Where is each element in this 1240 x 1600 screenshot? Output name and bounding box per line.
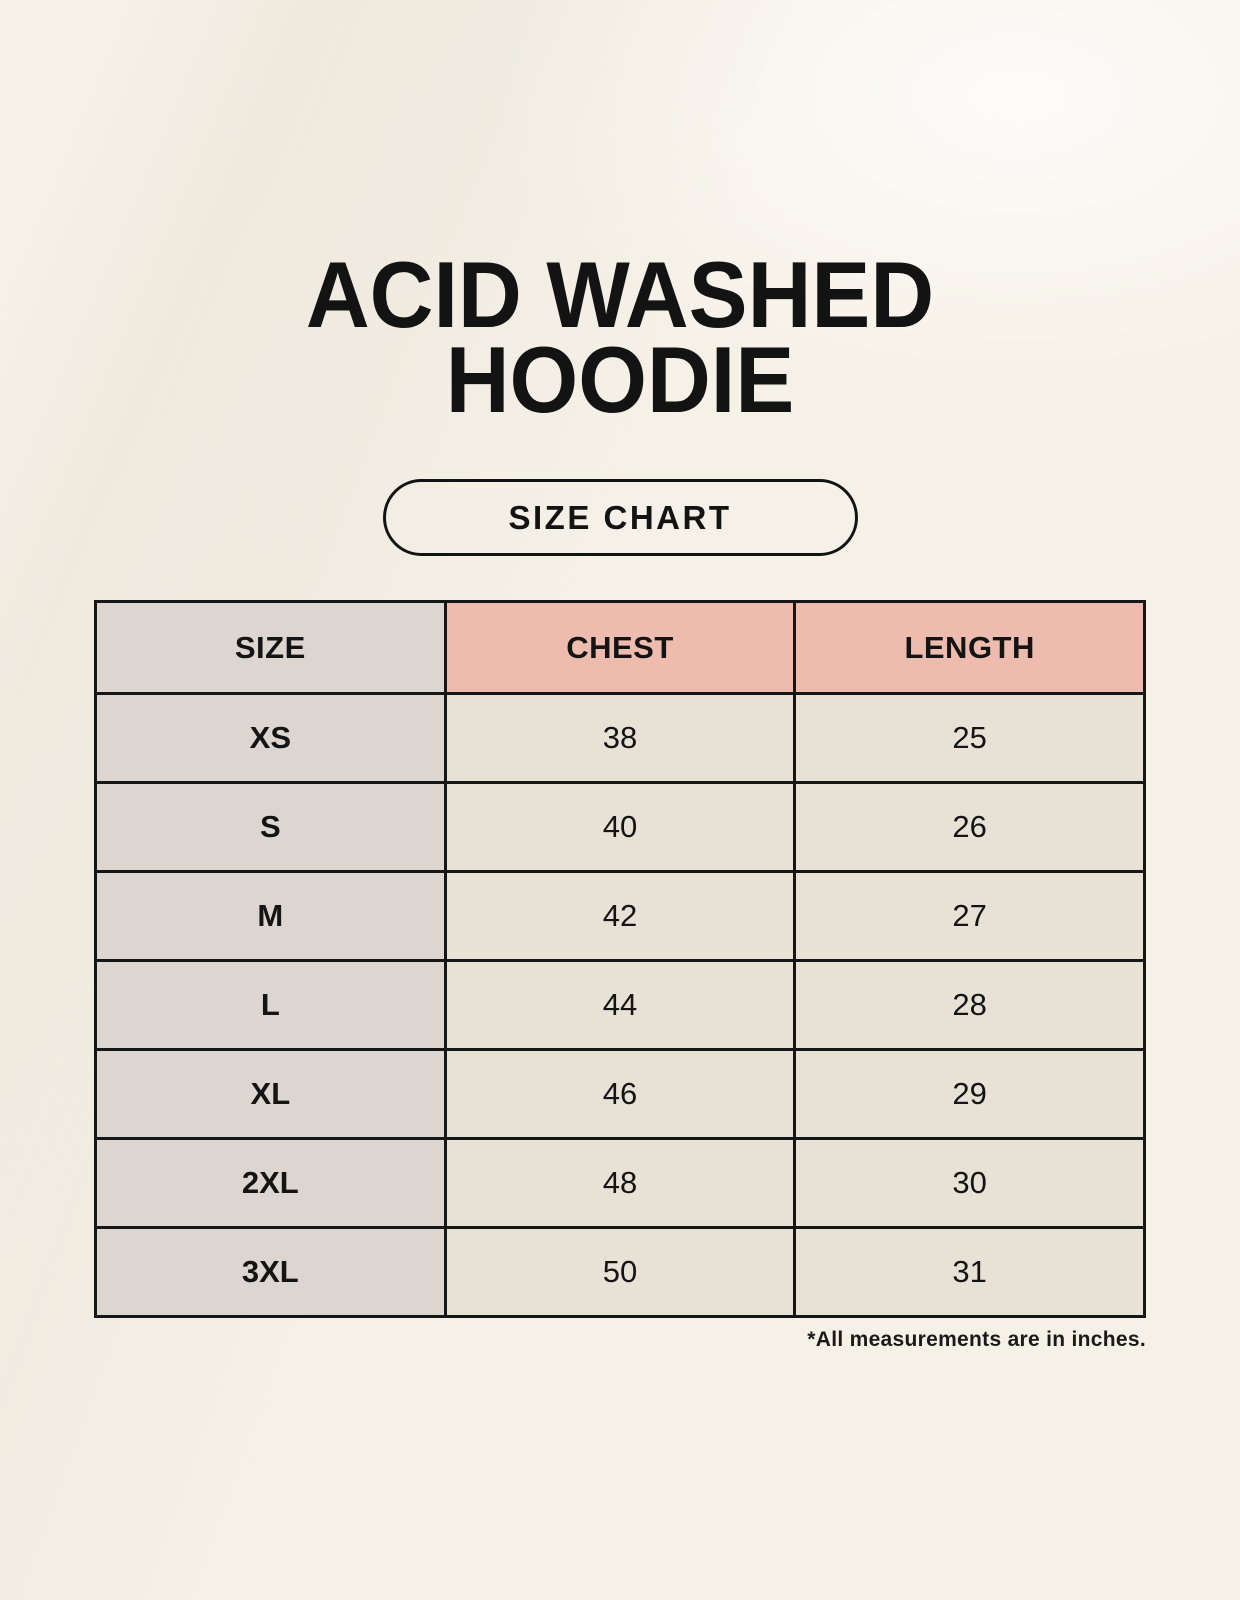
title-line-1: ACID WASHED — [305, 242, 935, 347]
length-cell: 27 — [793, 870, 1146, 963]
length-cell: 31 — [793, 1226, 1146, 1319]
page-title: ACID WASHED HOODIE — [37, 0, 1203, 433]
length-cell: 30 — [793, 1137, 1146, 1230]
chest-cell: 46 — [443, 1048, 797, 1141]
size-cell: 3XL — [94, 1226, 447, 1319]
table-row: XL 46 29 — [94, 1048, 1146, 1141]
chest-cell: 40 — [443, 781, 797, 874]
column-header-chest: CHEST — [443, 600, 797, 696]
length-cell: 28 — [793, 959, 1146, 1052]
size-cell: M — [94, 870, 447, 963]
length-cell: 29 — [793, 1048, 1146, 1141]
chest-cell: 50 — [443, 1226, 797, 1319]
table-row: 3XL 50 31 — [94, 1226, 1146, 1319]
size-cell: XS — [94, 692, 447, 785]
length-cell: 25 — [793, 692, 1146, 785]
title-line-2: HOODIE — [445, 327, 795, 433]
size-chart-button[interactable]: SIZE CHART — [382, 479, 858, 557]
size-chart-table: SIZE CHEST LENGTH XS 38 25 S 40 26 M 42 … — [94, 600, 1146, 1319]
table-row: M 42 27 — [94, 870, 1146, 963]
size-cell: 2XL — [94, 1137, 447, 1230]
table-header-row: SIZE CHEST LENGTH — [94, 600, 1146, 696]
chest-cell: 44 — [443, 959, 797, 1052]
measurements-footnote: *All measurements are in inches. — [807, 1328, 1146, 1352]
chest-cell: 38 — [443, 692, 797, 785]
chest-cell: 42 — [443, 870, 797, 963]
table-row: XS 38 25 — [94, 692, 1146, 785]
column-header-size: SIZE — [94, 600, 447, 696]
size-chart-button-label: SIZE CHART — [508, 498, 732, 536]
length-cell: 26 — [793, 781, 1146, 874]
size-cell: L — [94, 959, 447, 1052]
table-row: S 40 26 — [94, 781, 1146, 874]
size-cell: S — [94, 781, 447, 874]
table-row: 2XL 48 30 — [94, 1137, 1146, 1230]
table-row: L 44 28 — [94, 959, 1146, 1052]
column-header-length: LENGTH — [793, 600, 1146, 696]
chest-cell: 48 — [443, 1137, 797, 1230]
size-cell: XL — [94, 1048, 447, 1141]
